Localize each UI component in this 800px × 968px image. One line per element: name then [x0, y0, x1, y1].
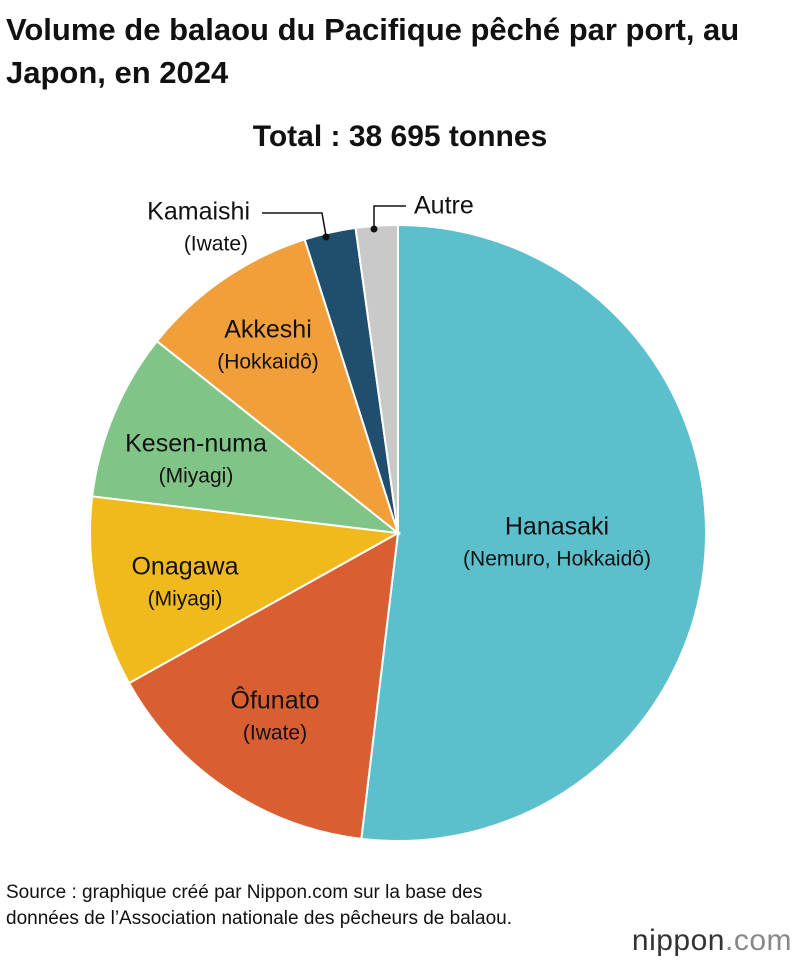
pie-slice	[89, 495, 402, 685]
slice-label: Kesen-numa	[125, 430, 267, 458]
pie-slice	[354, 223, 399, 534]
leader-line	[373, 205, 406, 228]
slice-sublabel: (Miyagi)	[148, 588, 223, 611]
slice-label: Hanasaki	[505, 513, 609, 541]
logo: nippon.com	[632, 924, 792, 958]
slice-label: Autre	[414, 192, 474, 220]
slice-sublabel: (Hokkaidô)	[217, 351, 319, 374]
leader-dot	[322, 233, 330, 241]
slice-label: Akkeshi	[224, 316, 312, 344]
chart-subtitle: Total : 38 695 tonnes	[252, 120, 548, 153]
chart-title: Volume de balaou du Pacifique pêché par …	[6, 12, 740, 90]
logo-suffix: .com	[724, 924, 792, 957]
slice-sublabel: (Nemuro, Hokkaidô)	[463, 548, 651, 571]
slice-label: Kamaishi	[147, 198, 250, 226]
slice-label: Onagawa	[131, 553, 238, 581]
source-note: Source : graphique créé par Nippon.com s…	[6, 882, 512, 929]
logo-name: nippon	[631, 924, 725, 957]
slice-sublabel: (Miyagi)	[159, 465, 234, 488]
pie-slice	[155, 238, 400, 536]
slice-label: Ôfunato	[231, 686, 320, 715]
leader-dot	[370, 225, 378, 233]
leader-line	[262, 212, 327, 237]
pie-slice	[91, 339, 402, 535]
slice-sublabel: (Iwate)	[184, 233, 248, 256]
slice-sublabel: (Iwate)	[243, 722, 307, 745]
pie-slice	[127, 531, 400, 840]
pie-slice	[360, 223, 707, 842]
